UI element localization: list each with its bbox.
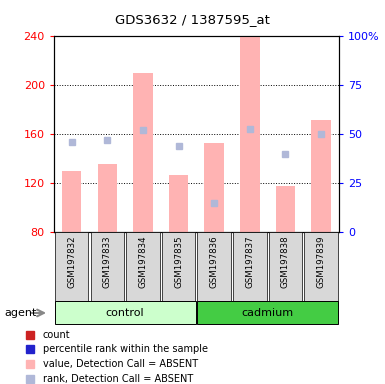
Text: GSM197835: GSM197835 [174, 235, 183, 288]
Text: GSM197836: GSM197836 [210, 235, 219, 288]
Bar [304, 232, 338, 301]
Text: GSM197832: GSM197832 [67, 235, 76, 288]
Text: value, Detection Call = ABSENT: value, Detection Call = ABSENT [42, 359, 198, 369]
Bar [133, 73, 153, 232]
Bar [62, 171, 82, 232]
Bar [162, 232, 195, 301]
Bar [55, 301, 196, 324]
Text: cadmium: cadmium [241, 308, 294, 318]
Text: GSM197833: GSM197833 [103, 235, 112, 288]
Bar [204, 143, 224, 232]
Bar [169, 175, 188, 232]
Text: GSM197838: GSM197838 [281, 235, 290, 288]
Text: percentile rank within the sample: percentile rank within the sample [42, 344, 208, 354]
Text: GDS3632 / 1387595_at: GDS3632 / 1387595_at [115, 13, 270, 26]
Bar [276, 186, 295, 232]
Text: rank, Detection Call = ABSENT: rank, Detection Call = ABSENT [42, 374, 193, 384]
Text: control: control [106, 308, 144, 318]
Bar [55, 232, 89, 301]
Bar [311, 120, 331, 232]
Text: GSM197834: GSM197834 [139, 235, 147, 288]
Bar [198, 232, 231, 301]
Text: GSM197837: GSM197837 [245, 235, 254, 288]
Bar [90, 232, 124, 301]
Bar [97, 164, 117, 232]
Bar [197, 301, 338, 324]
Bar [269, 232, 302, 301]
Text: count: count [42, 330, 70, 340]
Bar [233, 232, 266, 301]
Bar [126, 232, 160, 301]
Text: agent: agent [5, 308, 37, 318]
Bar [240, 36, 259, 232]
Text: GSM197839: GSM197839 [316, 235, 325, 288]
